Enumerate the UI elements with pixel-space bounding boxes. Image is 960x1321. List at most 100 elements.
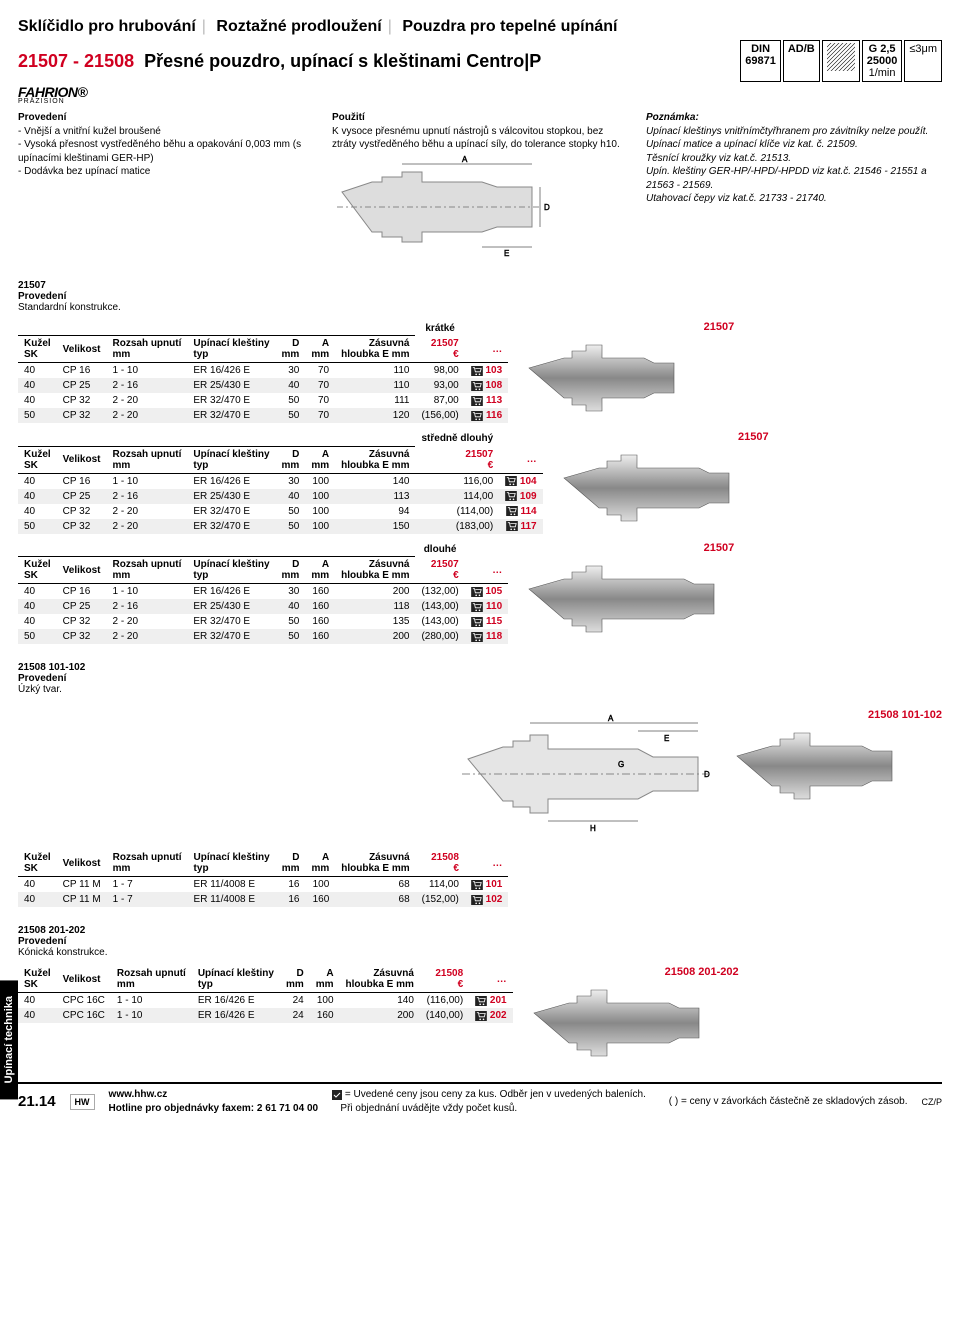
table-row: 40CPC 16C1 - 10ER 16/426 E24100140(116,0…: [18, 993, 513, 1009]
product-title: Přesné pouzdro, upínací s kleštinami Cen…: [144, 51, 541, 72]
cell: 135: [335, 614, 415, 629]
cell: CP 32: [57, 519, 107, 534]
cell: 93,00: [415, 378, 464, 393]
cell: (116,00): [420, 993, 469, 1009]
spec-boxes: DIN69871 AD/B G 2,5250001/min ≤3μm: [740, 40, 942, 82]
cell: 40: [18, 584, 57, 600]
page-footer: 21.14 HW www.hhw.cz Hotline pro objednáv…: [18, 1082, 942, 1119]
cell-idx: 115: [465, 614, 508, 629]
cell: 40: [18, 393, 57, 408]
breadcrumb: Sklíčidlo pro hrubování| Roztažné prodlo…: [18, 18, 942, 36]
th: KuželSK: [18, 966, 57, 993]
th: Upínací kleštinytyp: [187, 446, 275, 473]
cell: 30: [276, 473, 306, 489]
cell: 2 - 20: [106, 629, 187, 644]
table-row: 40CP 11 M1 - 7ER 11/4008 E1616068(152,00…: [18, 892, 508, 907]
table-wrap: KuželSKVelikostRozsah upnutímmUpínací kl…: [18, 850, 942, 907]
spec-tol: ≤3μm: [904, 40, 942, 82]
cell: 100: [305, 877, 335, 893]
cell: 2 - 20: [106, 614, 187, 629]
cell: CP 25: [57, 599, 107, 614]
cell: 50: [18, 629, 57, 644]
cell: 50: [276, 504, 306, 519]
cell: 50: [276, 519, 306, 534]
cell: ER 25/430 E: [187, 489, 275, 504]
cell: (143,00): [415, 599, 464, 614]
cell: 1 - 10: [111, 1008, 192, 1023]
th: Rozsah upnutímm: [107, 850, 188, 877]
table-row: 50CP 322 - 20ER 32/470 E50160200(280,00)…: [18, 629, 508, 644]
bc-2: Pouzdra pro tepelné upínání: [402, 18, 617, 35]
variant-label: dlouhé: [415, 542, 464, 557]
cell: 160: [305, 629, 335, 644]
cell: 1 - 10: [106, 473, 187, 489]
cell: CPC 16C: [57, 993, 111, 1009]
cell: ER 32/470 E: [187, 614, 275, 629]
cell: ER 32/470 E: [187, 393, 275, 408]
tool-image: [529, 978, 739, 1068]
cell: 111: [335, 393, 415, 408]
th: Zásuvnáhloubka E mm: [335, 850, 415, 877]
cell: ER 11/4008 E: [188, 877, 276, 893]
cell: 40: [276, 489, 306, 504]
col-provedeni: Provedení - Vnější a vnitřní kužel brouš…: [18, 111, 314, 262]
svg-text:A: A: [462, 155, 468, 164]
cell: 40: [18, 504, 57, 519]
th: …: [469, 966, 512, 993]
th: Amm: [305, 336, 335, 363]
section-sub2: Standardní konstrukce.: [18, 302, 942, 313]
cell: (280,00): [415, 629, 464, 644]
cell: ER 16/426 E: [187, 363, 275, 379]
svg-text:A: A: [608, 714, 614, 723]
th: Velikost: [57, 557, 107, 584]
cell: 116,00: [415, 473, 499, 489]
cell: 2 - 20: [106, 504, 187, 519]
cell: (140,00): [420, 1008, 469, 1023]
cell: 110: [335, 378, 415, 393]
cell: 24: [280, 993, 310, 1009]
cell: 30: [276, 584, 306, 600]
cell: (183,00): [415, 519, 499, 534]
cell: 50: [18, 408, 57, 423]
th: Zásuvnáhloubka E mm: [335, 557, 415, 584]
page-number: 21.14: [18, 1093, 56, 1110]
table-row: 40CP 161 - 10ER 16/426 E30160200(132,00)…: [18, 584, 508, 600]
cell: 100: [305, 504, 335, 519]
data-table: středně dlouhýKuželSKVelikostRozsah upnu…: [18, 431, 543, 534]
th: KuželSK: [18, 557, 57, 584]
section-head: 21508 101-102: [18, 662, 942, 673]
th: Upínací kleštinytyp: [187, 336, 275, 363]
cell: ER 32/470 E: [187, 519, 275, 534]
cell: 110: [335, 363, 415, 379]
footer-cz: CZ/P: [921, 1097, 942, 1107]
th: Rozsah upnutímm: [111, 966, 192, 993]
th: Zásuvnáhloubka E mm: [335, 336, 415, 363]
table-row: 40CPC 16C1 - 10ER 16/426 E24160200(140,0…: [18, 1008, 513, 1023]
th: 21507€: [415, 336, 464, 363]
cell: 114,00: [416, 877, 465, 893]
th: Amm: [310, 966, 340, 993]
table-wrap: dlouhéKuželSKVelikostRozsah upnutímmUpín…: [18, 542, 942, 645]
section-sub1: Provedení: [18, 936, 942, 947]
cell: (143,00): [415, 614, 464, 629]
cell: 50: [276, 629, 306, 644]
cell: 40: [18, 993, 57, 1009]
cell-idx: 101: [465, 877, 508, 893]
th: …: [465, 850, 508, 877]
section-sub1: Provedení: [18, 291, 942, 302]
cell: ER 16/426 E: [187, 473, 275, 489]
th: …: [499, 446, 542, 473]
cell: 2 - 16: [106, 378, 187, 393]
cell: 16: [276, 892, 306, 907]
cell: CP 32: [57, 629, 107, 644]
spec-hatch: [822, 40, 860, 82]
main-diagram: A E D: [332, 152, 552, 262]
cell: 40: [18, 1008, 57, 1023]
cell: 160: [305, 614, 335, 629]
th: Upínací kleštinytyp: [187, 557, 275, 584]
cell-idx: 103: [465, 363, 508, 379]
cell: CP 25: [57, 378, 107, 393]
cell: 40: [18, 599, 57, 614]
bc-0: Sklíčidlo pro hrubování: [18, 18, 196, 35]
cell: 1 - 7: [107, 877, 188, 893]
